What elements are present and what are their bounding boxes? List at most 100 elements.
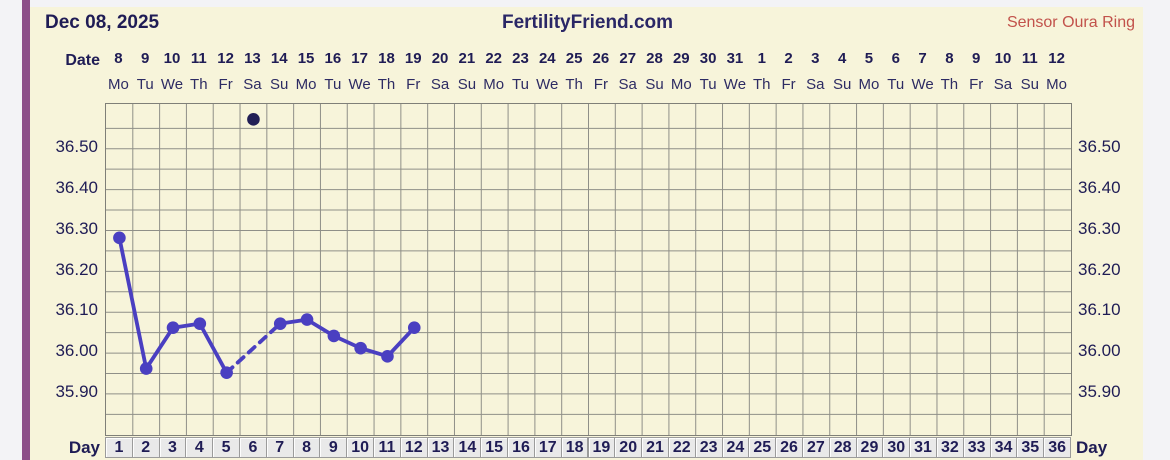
- chart-panel: [30, 7, 1143, 460]
- chart-canvas: [106, 104, 1071, 435]
- weekday-label: Th: [940, 76, 959, 93]
- date-number: 15: [297, 50, 315, 67]
- day-cell[interactable]: 16: [507, 437, 535, 458]
- chart-start-date: Dec 08, 2025: [45, 12, 160, 33]
- day-cell[interactable]: 35: [1016, 437, 1045, 458]
- y-tick-right: 36.30: [1078, 218, 1121, 238]
- day-cell[interactable]: 17: [533, 437, 562, 458]
- weekday-label: Su: [270, 76, 289, 93]
- date-number: 10: [994, 50, 1012, 67]
- day-cell[interactable]: 32: [935, 437, 964, 458]
- date-number: 20: [431, 50, 449, 67]
- day-axis-label-right: Day: [1076, 438, 1108, 457]
- day-cell[interactable]: 4: [185, 437, 214, 458]
- day-cell[interactable]: 15: [480, 437, 509, 458]
- day-cell[interactable]: 13: [426, 437, 455, 458]
- day-cell[interactable]: 10: [346, 437, 375, 458]
- date-number: 3: [811, 50, 820, 67]
- weekday-label: Th: [190, 76, 208, 93]
- date-number: 2: [784, 50, 793, 67]
- weekday-label: Sa: [430, 76, 450, 93]
- day-cell[interactable]: 2: [131, 437, 160, 458]
- temp-point[interactable]: [327, 329, 341, 343]
- day-cell[interactable]: 36: [1043, 437, 1071, 458]
- day-cell[interactable]: 24: [721, 437, 750, 458]
- weekday-label: Fr: [969, 76, 984, 93]
- site-title: FertilityFriend.com: [501, 12, 674, 33]
- day-cell[interactable]: 29: [855, 437, 884, 458]
- day-cell[interactable]: 23: [694, 437, 723, 458]
- day-cell[interactable]: 26: [775, 437, 803, 458]
- y-tick-right: 36.00: [1078, 341, 1121, 361]
- date-number: 18: [378, 50, 395, 67]
- y-tick-left: 36.00: [55, 341, 98, 361]
- y-tick-right: 36.20: [1078, 259, 1121, 279]
- temp-point[interactable]: [113, 231, 126, 245]
- temp-point[interactable]: [166, 321, 180, 335]
- date-number: 9: [972, 50, 981, 67]
- day-cell[interactable]: 9: [319, 437, 348, 458]
- temp-point[interactable]: [354, 341, 367, 355]
- date-number: 10: [163, 50, 181, 67]
- weekday-label: Su: [645, 76, 664, 93]
- date-number: 16: [324, 50, 342, 67]
- day-cell[interactable]: 19: [587, 437, 616, 458]
- day-cell[interactable]: 20: [614, 437, 643, 458]
- weekday-label: Fr: [406, 76, 421, 93]
- day-cell[interactable]: 25: [748, 437, 777, 458]
- weekday-label: Fr: [781, 76, 796, 93]
- day-cell[interactable]: 18: [560, 437, 589, 458]
- date-number: 14: [270, 50, 288, 67]
- weekday-label: Sa: [618, 76, 637, 93]
- day-cell[interactable]: 3: [158, 437, 187, 458]
- day-cell[interactable]: 33: [962, 437, 991, 458]
- y-tick-right: 35.90: [1078, 382, 1121, 402]
- weekday-label: Fr: [218, 76, 233, 93]
- temp-point[interactable]: [273, 317, 287, 330]
- date-number: 11: [1021, 50, 1038, 67]
- date-number: 6: [891, 50, 900, 67]
- day-cell[interactable]: 5: [212, 437, 241, 458]
- day-cell[interactable]: 21: [641, 437, 669, 458]
- day-cell[interactable]: 12: [399, 437, 428, 458]
- day-cell[interactable]: 34: [989, 437, 1018, 458]
- day-cell[interactable]: 30: [882, 437, 911, 458]
- temp-point[interactable]: [407, 321, 421, 335]
- temp-point[interactable]: [193, 317, 207, 330]
- weekday-label: Sa: [806, 76, 825, 93]
- weekday-label: Tu: [136, 76, 154, 93]
- day-cell[interactable]: 31: [909, 437, 937, 458]
- y-tick-left: 36.50: [55, 136, 98, 156]
- day-cell[interactable]: 14: [453, 437, 482, 458]
- date-number: 23: [512, 50, 529, 67]
- weekday-label: We: [348, 76, 371, 93]
- weekday-label: We: [160, 76, 184, 93]
- day-cell[interactable]: 11: [373, 437, 401, 458]
- day-cell[interactable]: 27: [801, 437, 830, 458]
- weekday-label: Mo: [670, 76, 692, 93]
- temp-point[interactable]: [139, 362, 153, 375]
- day-cell[interactable]: 22: [667, 437, 696, 458]
- temp-point[interactable]: [300, 313, 314, 326]
- day-cell[interactable]: 1: [105, 437, 133, 458]
- date-axis-label: Date: [65, 52, 100, 69]
- weekday-label: Su: [457, 76, 477, 93]
- temp-line-dashed: [224, 321, 283, 375]
- day-cell[interactable]: 6: [239, 437, 267, 458]
- temperature-chart-plot[interactable]: [105, 103, 1072, 436]
- day-cell[interactable]: 28: [828, 437, 857, 458]
- temp-point[interactable]: [220, 366, 233, 379]
- temp-point[interactable]: [381, 350, 394, 363]
- date-number: 17: [351, 50, 368, 67]
- weekday-label: Tu: [324, 76, 342, 93]
- date-number: 28: [646, 50, 663, 67]
- day-cell[interactable]: 7: [265, 437, 294, 458]
- weekday-label: Fr: [593, 76, 608, 93]
- weekday-label: Su: [832, 76, 852, 93]
- date-number: 24: [538, 50, 556, 67]
- day-cell[interactable]: 8: [292, 437, 321, 458]
- date-number: 7: [918, 50, 927, 67]
- y-tick-left: 36.10: [55, 300, 98, 320]
- discarded-temp-point[interactable]: [247, 113, 260, 126]
- weekday-label: Mo: [858, 76, 880, 93]
